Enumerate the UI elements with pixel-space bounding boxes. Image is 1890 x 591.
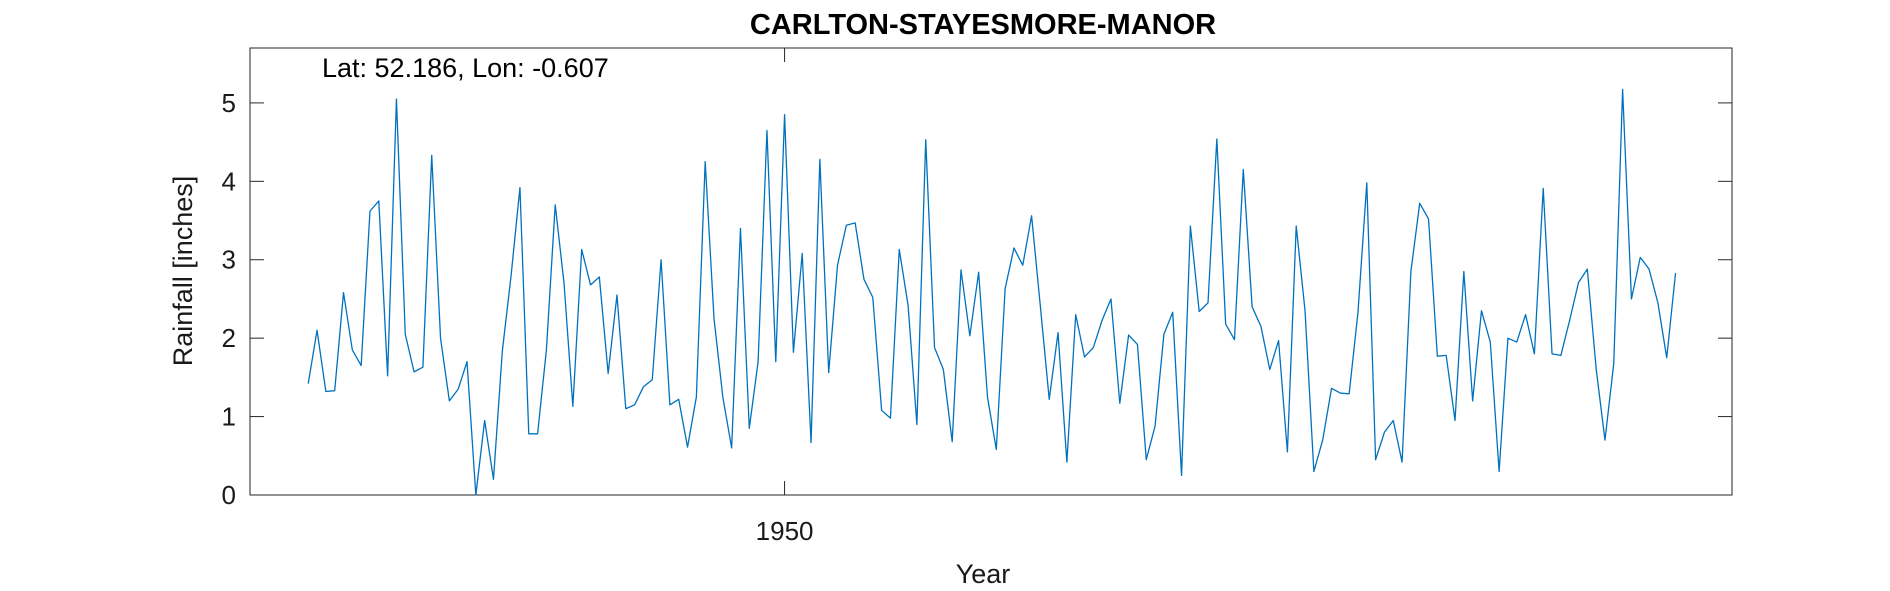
y-tick-label: 1 xyxy=(222,402,236,432)
rainfall-series-line xyxy=(307,88,1677,496)
y-tick-label: 0 xyxy=(222,480,236,510)
x-axis: 1950 xyxy=(756,48,814,546)
x-axis-label: Year xyxy=(956,559,1011,589)
plot-area xyxy=(249,47,1733,496)
location-annotation: Lat: 52.186, Lon: -0.607 xyxy=(322,53,609,83)
y-tick-label: 4 xyxy=(222,166,236,196)
chart-title: CARLTON-STAYESMORE-MANOR xyxy=(750,9,1216,41)
y-tick-label: 5 xyxy=(222,88,236,118)
y-axis: 0 1 2 3 4 5 xyxy=(222,88,1732,510)
x-tick-label: 1950 xyxy=(756,516,814,546)
y-tick-label: 3 xyxy=(222,245,236,275)
y-tick-label: 2 xyxy=(222,323,236,353)
y-axis-label: Rainfall [inches] xyxy=(168,176,198,367)
